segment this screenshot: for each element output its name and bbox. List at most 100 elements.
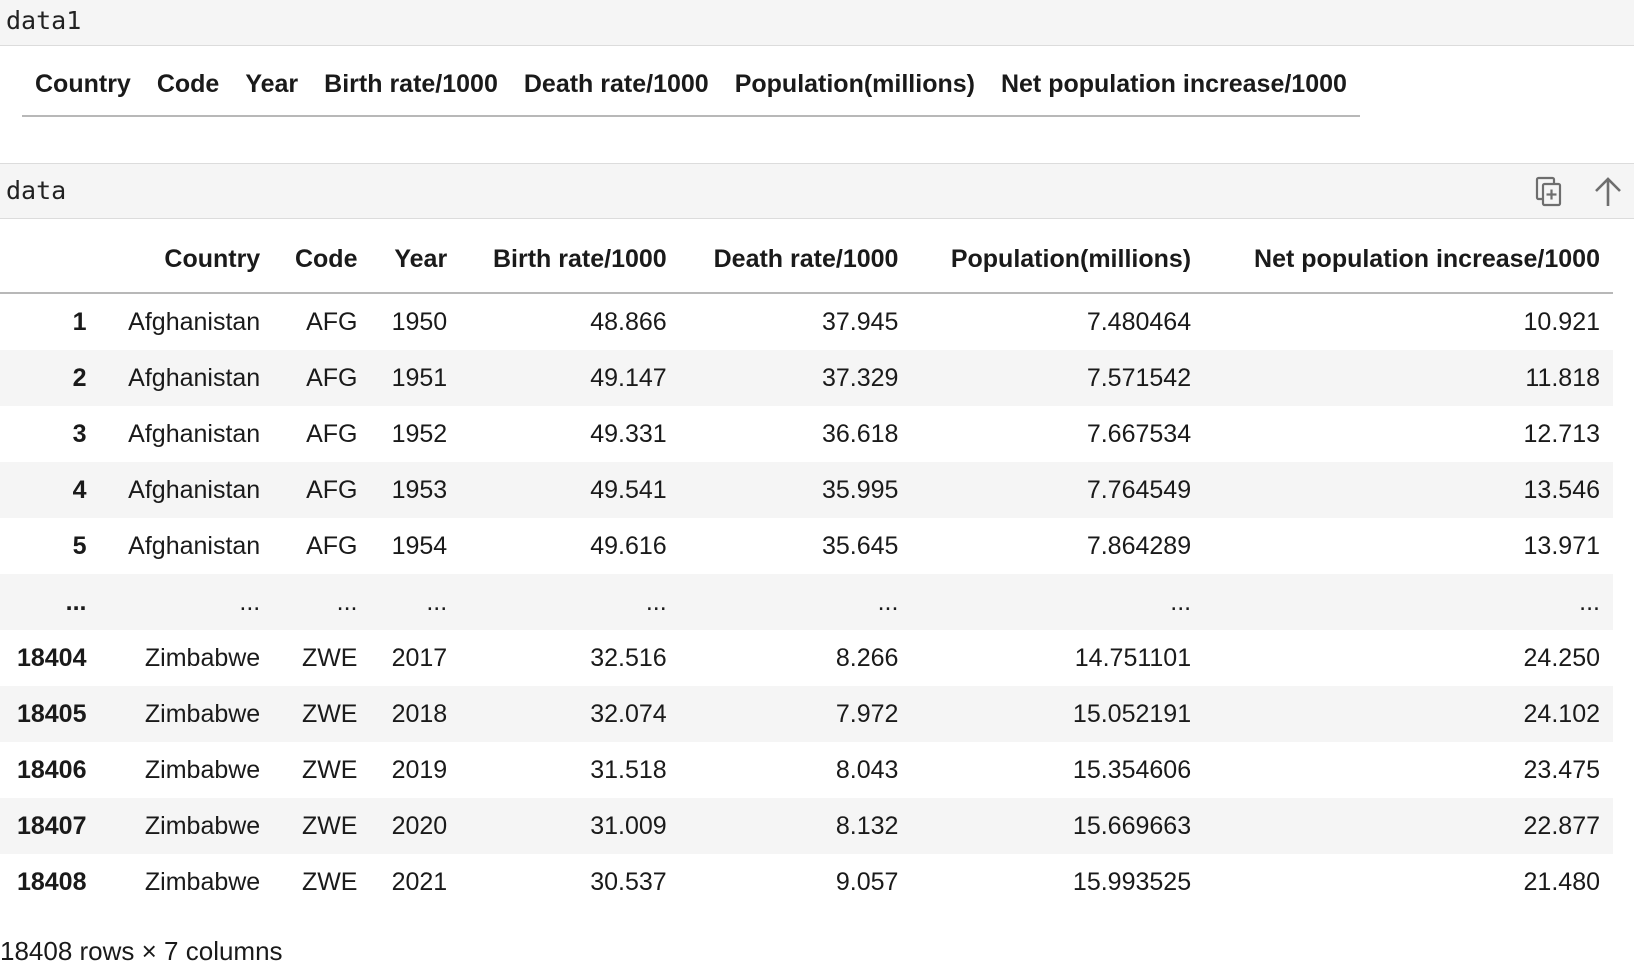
table-cell: 36.618	[821, 419, 899, 448]
table-cell: ZWE	[301, 867, 358, 896]
table-cell: ...	[336, 587, 358, 616]
index-header	[0, 226, 100, 294]
table-cell: 37.329	[821, 363, 899, 392]
arrow-up-icon	[1595, 177, 1621, 206]
table-cell: 8.043	[835, 755, 899, 784]
table-row: 18408 Zimbabwe ZWE 2021 30.537 9.057 15.993525…	[0, 854, 1613, 910]
table-body: 1 Afghanistan AFG 1950 48.866 37.945 7.480464 1…	[0, 293, 1613, 910]
table-cell: 21.480	[1523, 867, 1600, 896]
column-header: Code	[273, 226, 371, 294]
row-index: 3	[72, 419, 87, 448]
table-cell: 1950	[391, 307, 448, 336]
table-cell: Zimbabwe	[144, 811, 261, 840]
column-header: Death rate/1000	[679, 226, 912, 294]
table-cell: 32.074	[590, 699, 667, 728]
row-index: 5	[72, 531, 87, 560]
table-cell: 30.537	[590, 867, 667, 896]
table-cell: 9.057	[835, 867, 899, 896]
table-cell: 24.250	[1523, 643, 1600, 672]
column-header: Net population increase/1000	[1204, 226, 1613, 294]
column-header: Year	[232, 53, 312, 117]
table-cell: AFG	[306, 419, 358, 448]
column-header: Code	[143, 53, 233, 117]
table-cell: AFG	[306, 475, 358, 504]
output-header-data1: data1	[0, 0, 1634, 46]
table-cell: 35.645	[821, 531, 899, 560]
row-index: 1	[72, 307, 87, 336]
table-cell: 7.667534	[1086, 419, 1192, 448]
copy-button[interactable]	[1529, 172, 1569, 212]
table-cell: Afghanistan	[128, 419, 261, 448]
variable-name: data	[6, 176, 67, 205]
table-cell: 15.669663	[1072, 811, 1192, 840]
table-cell: ...	[426, 587, 448, 616]
table-cell: 13.971	[1523, 531, 1600, 560]
table-cell: 13.546	[1523, 475, 1600, 504]
table-row: 4 Afghanistan AFG 1953 49.541 35.995 7.764549 1…	[0, 462, 1613, 518]
table-cell: 31.518	[590, 755, 667, 784]
table-cell: 15.993525	[1072, 867, 1192, 896]
header-row: Country Code Year Birth rate/1000 Death …	[22, 53, 1360, 117]
table-cell: 1953	[391, 475, 448, 504]
table-cell: 1952	[391, 419, 448, 448]
table-cell: ...	[645, 587, 667, 616]
table-cell: 2020	[391, 811, 448, 840]
table-cell: ZWE	[301, 643, 358, 672]
row-index: 18406	[16, 755, 87, 784]
table-cell: 14.751101	[1074, 643, 1192, 672]
copy-icon	[1535, 176, 1562, 207]
output-header-data: data	[0, 163, 1634, 219]
row-index: 18407	[16, 811, 87, 840]
table-cell: Afghanistan	[128, 307, 261, 336]
table-cell: 15.052191	[1072, 699, 1192, 728]
row-index: 2	[72, 363, 87, 392]
table-cell: ZWE	[301, 755, 358, 784]
table-cell: Zimbabwe	[144, 699, 261, 728]
shape-note: 18408 rows × 7 columns	[0, 936, 283, 966]
table-cell: 7.972	[835, 699, 899, 728]
table-cell: 2017	[391, 643, 448, 672]
table-cell: 31.009	[590, 811, 667, 840]
column-header: Country	[22, 53, 144, 117]
table-cell: 49.541	[590, 475, 667, 504]
table-cell: 37.945	[821, 307, 899, 336]
table-cell: 2021	[391, 867, 448, 896]
column-header: Population(millions)	[721, 53, 988, 117]
column-header: Net population increase/1000	[987, 53, 1360, 117]
table-cell: 8.266	[835, 643, 899, 672]
scroll-up-button[interactable]	[1588, 172, 1628, 212]
table-cell: 22.877	[1523, 811, 1600, 840]
table-cell: 1954	[391, 531, 448, 560]
table-cell: Zimbabwe	[144, 643, 261, 672]
table-cell: ...	[1170, 587, 1192, 616]
table-row: 18404 Zimbabwe ZWE 2017 32.516 8.266 14.751101…	[0, 630, 1613, 686]
table-cell: Afghanistan	[128, 363, 261, 392]
dataframe-data: Country Code Year Birth rate/1000 Death …	[0, 226, 1613, 910]
table-cell: Afghanistan	[128, 531, 261, 560]
table-row: 18407 Zimbabwe ZWE 2020 31.009 8.132 15.669663…	[0, 798, 1613, 854]
table-cell: 7.864289	[1086, 531, 1192, 560]
table-cell: Afghanistan	[128, 475, 261, 504]
table-cell: 35.995	[821, 475, 899, 504]
table-cell: 12.713	[1523, 419, 1600, 448]
table-cell: ...	[1579, 587, 1600, 616]
table-cell: 32.516	[590, 643, 667, 672]
table-cell: AFG	[306, 531, 358, 560]
table-cell: ...	[239, 587, 261, 616]
table-cell: 10.921	[1523, 307, 1600, 336]
table-cell: 11.818	[1525, 363, 1600, 392]
table-cell: AFG	[306, 363, 358, 392]
variable-name: data1	[6, 6, 82, 35]
column-header: Birth rate/1000	[460, 226, 680, 294]
table-cell: 15.354606	[1072, 755, 1192, 784]
table-row: 1 Afghanistan AFG 1950 48.866 37.945 7.480464 1…	[0, 293, 1613, 350]
column-header: Death rate/1000	[510, 53, 722, 117]
table-cell: 7.764549	[1086, 475, 1192, 504]
table-cell: 24.102	[1523, 699, 1600, 728]
table-cell: AFG	[306, 307, 358, 336]
row-index: 4	[72, 475, 87, 504]
header-row: Country Code Year Birth rate/1000 Death …	[0, 226, 1613, 294]
table-cell: 48.866	[590, 307, 667, 336]
table-cell: 2018	[391, 699, 448, 728]
table-cell: 8.132	[835, 811, 899, 840]
